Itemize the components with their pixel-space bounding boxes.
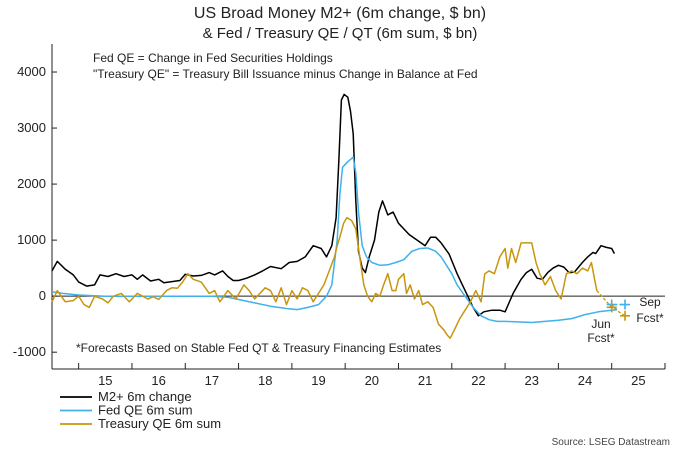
- y-tick-label: 2000: [17, 176, 46, 191]
- series-line-treasury-qe-6m-sum: [51, 216, 598, 339]
- legend-label-m2-6m-change: M2+ 6m change: [98, 389, 192, 404]
- x-tick-label: 20: [365, 373, 379, 388]
- forecast-marker-fed-qe-sep-fcst: [620, 299, 631, 310]
- forecast-marker-treasury-qe-jun-fcst: [606, 302, 617, 313]
- footnote: *Forecasts Based on Stable Fed QT & Trea…: [76, 341, 441, 355]
- legend-label-fed-qe-6m-sum: Fed QE 6m sum: [98, 403, 193, 418]
- x-tick-label: 22: [471, 373, 485, 388]
- note-fed-qe: Fed QE = Change in Fed Securities Holdin…: [93, 51, 333, 65]
- y-tick-label: -1000: [13, 344, 46, 359]
- note-treasury-qe: "Treasury QE" = Treasury Bill Issuance m…: [93, 67, 478, 81]
- x-tick-label: 15: [98, 373, 112, 388]
- series-line-m2-6m-change: [51, 93, 616, 317]
- chart-title: US Broad Money M2+ (6m change, $ bn): [194, 5, 486, 22]
- y-tick-label: 0: [39, 288, 46, 303]
- series-layer: [51, 93, 618, 339]
- source-note: Source: LSEG Datastream: [552, 437, 670, 448]
- x-tick-label: 17: [205, 373, 219, 388]
- x-tick-label: 21: [418, 373, 432, 388]
- chart-subtitle: & Fed / Treasury QE / QT (6m sum, $ bn): [203, 25, 478, 42]
- x-tick-label: 18: [258, 373, 272, 388]
- y-tick-label: 3000: [17, 120, 46, 135]
- forecast-label-fcst-jun: Fcst*: [587, 331, 615, 345]
- forecast-label-sep: Sep: [639, 295, 661, 309]
- forecast-marker-treasury-qe-sep-fcst: [620, 310, 631, 321]
- x-tick-label: 24: [578, 373, 592, 388]
- forecast-label-jun: Jun: [591, 317, 610, 331]
- y-tick-label: 1000: [17, 232, 46, 247]
- forecast-label-fcst-sep: Fcst*: [636, 311, 664, 325]
- x-tick-label: 23: [525, 373, 539, 388]
- series-line-fed-qe-6m-sum: [51, 156, 618, 324]
- axes: -1000 0 1000 2000 3000 4000 15 16 17 18 19 20 21 22 23…: [13, 44, 666, 388]
- legend-label-treasury-qe-6m-sum: Treasury QE 6m sum: [98, 416, 221, 431]
- forecast-layer: [596, 290, 631, 321]
- x-tick-label: 16: [151, 373, 165, 388]
- y-tick-label: 4000: [17, 64, 46, 79]
- x-tick-label: 19: [311, 373, 325, 388]
- x-tick-label: 25: [631, 373, 645, 388]
